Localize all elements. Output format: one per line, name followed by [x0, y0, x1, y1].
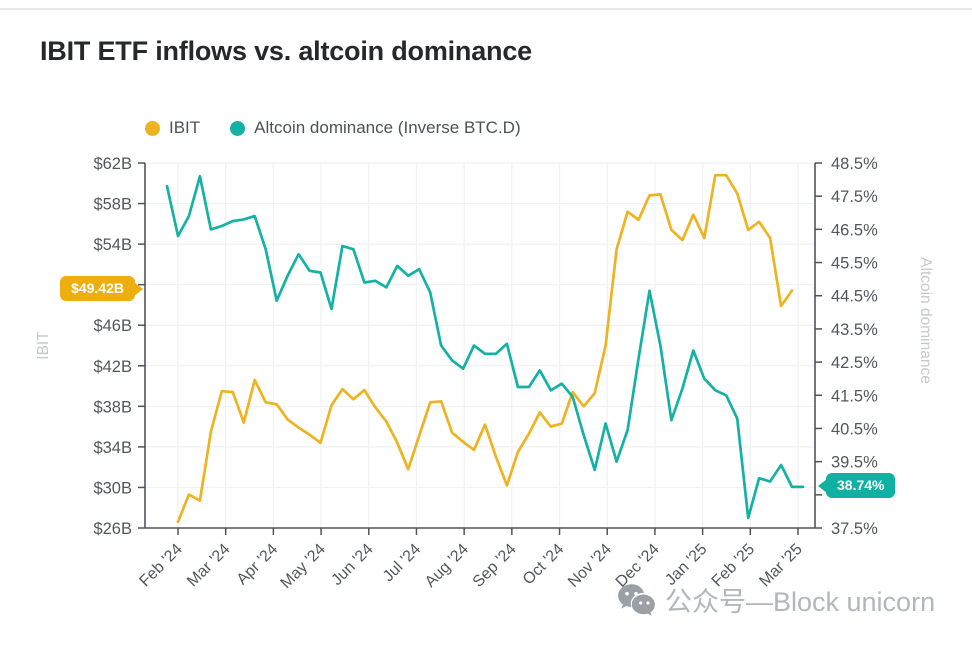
- legend-item-altcoin-dominance[interactable]: Altcoin dominance (Inverse BTC.D): [230, 118, 521, 138]
- x-axis-tick-label: Feb '24: [136, 541, 185, 590]
- right-axis-tick-label: 46.5%: [831, 221, 878, 239]
- left-axis-tick-label: $34B: [93, 439, 132, 457]
- right-axis-tick-label: 47.5%: [831, 188, 878, 206]
- x-axis-tick-label: Aug '24: [422, 541, 472, 591]
- left-axis-tick-label: $42B: [93, 358, 132, 376]
- chart-legend: IBIT Altcoin dominance (Inverse BTC.D): [145, 118, 521, 138]
- legend-item-ibit[interactable]: IBIT: [145, 118, 200, 138]
- right-axis-tick-label: 45.5%: [831, 255, 878, 273]
- wechat-icon: [618, 583, 655, 616]
- altcoin-last-value-badge: 38.74%: [826, 473, 896, 499]
- right-axis-tick-label: 37.5%: [831, 520, 878, 538]
- left-axis-tick-label: $26B: [93, 520, 132, 538]
- x-axis-tick-label: Dec '24: [613, 541, 663, 591]
- x-axis-tick-label: Mar '24: [184, 541, 233, 590]
- x-axis-tick-label: Apr '24: [234, 541, 282, 589]
- right-axis-tick-label: 42.5%: [831, 354, 878, 372]
- right-axis-tick-label: 43.5%: [831, 321, 878, 339]
- watermark-text: 公众号—Block unicorn: [665, 587, 936, 617]
- left-axis-tick-label: $58B: [93, 196, 132, 214]
- ibit-line-series: [176, 173, 794, 524]
- right-axis-tick-label: 41.5%: [831, 387, 878, 405]
- x-axis-tick-label: Mar '25: [756, 541, 805, 590]
- altcoin-series-dot-icon: [230, 120, 246, 136]
- right-axis-tick-label: 44.5%: [831, 288, 878, 306]
- x-axis-tick-label: Oct '24: [520, 541, 568, 589]
- legend-item-label: Altcoin dominance (Inverse BTC.D): [254, 118, 521, 137]
- left-axis-tick-label: $54B: [93, 236, 132, 254]
- x-axis-tick-label: Jan '25: [662, 541, 710, 589]
- chart-title: IBIT ETF inflows vs. altcoin dominance: [40, 36, 532, 66]
- left-axis-tick-label: $30B: [93, 479, 132, 497]
- right-axis-title: Altcoin dominance: [917, 257, 934, 384]
- left-axis-tick-label: $38B: [93, 398, 132, 416]
- top-divider: [0, 8, 972, 10]
- left-axis-title: IBIT: [35, 331, 52, 360]
- left-axis-tick-label: $62B: [93, 155, 132, 173]
- x-axis-tick-label: Sep '24: [470, 541, 520, 591]
- x-axis-tick-label: Jul '24: [380, 541, 424, 585]
- right-axis-tick-label: 48.5%: [831, 155, 878, 173]
- legend-item-label: IBIT: [169, 118, 201, 137]
- x-axis-tick-label: Nov '24: [565, 541, 615, 591]
- x-axis-tick-label: May '24: [278, 541, 329, 592]
- ibit-series-dot-icon: [145, 120, 160, 136]
- left-axis-tick-label: $46B: [93, 317, 132, 335]
- watermark: 公众号—Block unicorn: [616, 580, 935, 619]
- ibit-last-value-badge: $49.42B: [60, 276, 135, 302]
- right-axis-tick-label: 40.5%: [831, 420, 878, 438]
- x-axis-tick-label: Jun '24: [328, 541, 376, 589]
- altcoin-dominance-line-series: [165, 174, 805, 520]
- x-axis-tick-label: Feb '25: [709, 541, 758, 590]
- right-axis-tick-label: 39.5%: [831, 454, 878, 472]
